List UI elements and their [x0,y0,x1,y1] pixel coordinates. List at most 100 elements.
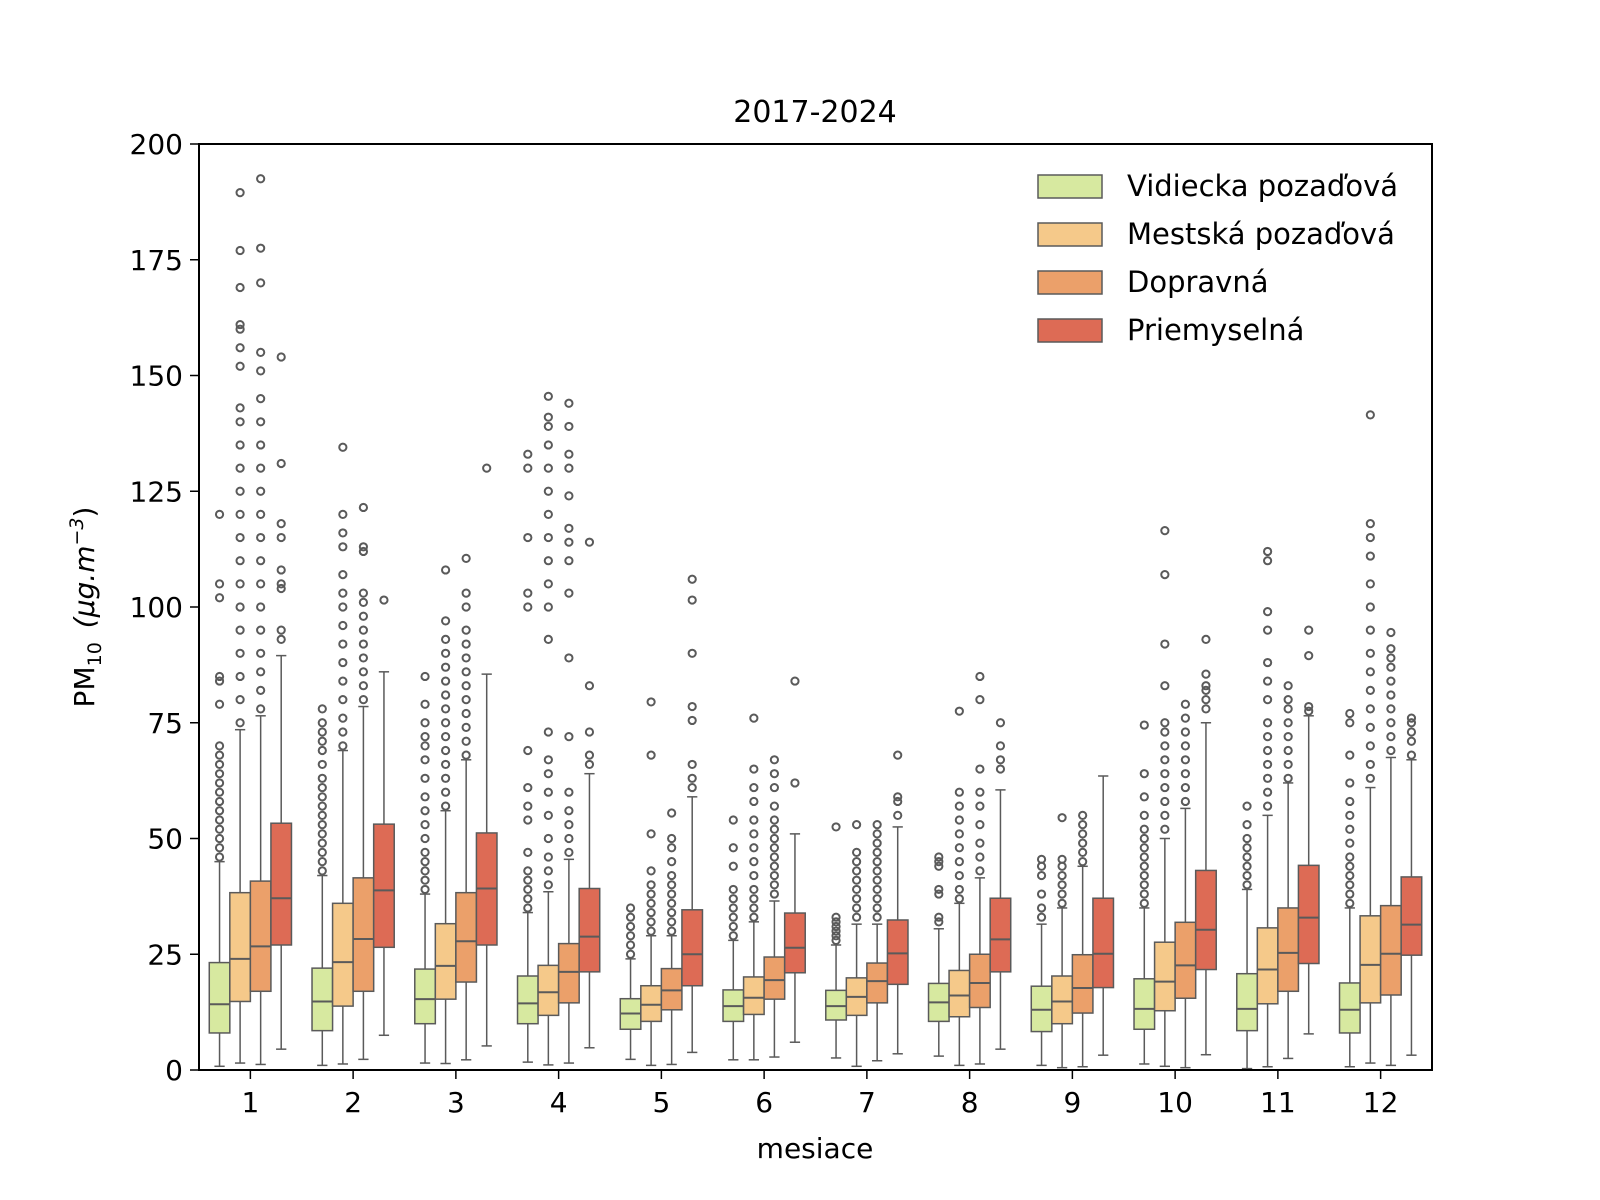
box-month-4-series-4 [578,537,601,1049]
outlier-point [1365,532,1375,543]
box-month-8-series-1 [927,852,950,1057]
y-axis-label-unit-exponent: −3 [66,518,88,546]
outlier-point [420,732,430,742]
outlier-point [1139,861,1149,871]
outlier-point [584,727,595,737]
outlier-point [235,440,245,450]
box-iqr [229,891,252,1003]
y-axis: 0 25 50 75 100 125 150 175 200 [130,128,199,1087]
outlier-point [975,801,985,811]
outlier-point [1386,745,1396,756]
outlier-point [1139,824,1149,834]
box-month-11-series-1 [1236,801,1259,1070]
x-tick-label-1: 1 [241,1086,259,1119]
outlier-point [1283,704,1293,714]
outlier-point [1386,662,1396,672]
outlier-point [543,440,553,450]
box-iqr [1236,972,1259,1032]
box-month-11-series-3 [1277,681,1300,1060]
outlier-point [214,699,225,709]
outlier-point [358,695,368,705]
outlier-point [954,870,964,881]
outlier-point [1160,569,1170,580]
outlier-point [276,352,286,362]
outlier-point [1180,713,1191,723]
outlier-point [646,829,656,839]
outlier-point [831,926,841,936]
y-tick-label-25: 25 [147,938,183,971]
outlier-point [523,903,533,913]
outlier-point [1365,625,1375,635]
outlier-point [1057,813,1067,823]
outlier-point [317,745,327,756]
chart-title: 2017-2024 [733,95,897,130]
outlier-point [543,463,553,473]
outlier-point [1365,685,1375,695]
outlier-point [934,852,944,862]
outlier-point [749,912,759,922]
outlier-point [1345,870,1355,881]
outlier-point [872,820,882,830]
outlier-point [728,843,738,853]
outlier-point [256,685,266,695]
outlier-point [1180,796,1191,807]
outlier-point [1263,607,1273,617]
outlier-point [769,755,780,765]
outlier-point [749,815,759,825]
outlier-point [564,588,574,598]
outlier-point [461,667,471,677]
box-month-3-series-2 [434,565,457,1065]
box-iqr [660,967,683,1011]
plot-marks [208,174,1423,1070]
box-month-10-series-1 [1133,720,1156,1065]
x-tick-label-2: 2 [344,1086,362,1119]
outlier-point [564,833,574,844]
box-iqr [886,919,909,986]
outlier-point [338,509,348,520]
outlier-point [235,625,245,635]
outlier-point [769,782,780,793]
outlier-point [1160,681,1170,691]
outlier-point [214,833,225,844]
outlier-point [995,764,1006,774]
outlier-point [1160,796,1170,807]
outlier-point [564,537,574,547]
outlier-point [420,792,430,802]
box-month-3-series-1 [414,671,437,1064]
outlier-point [954,787,964,797]
outlier-point [872,838,882,848]
outlier-point [420,820,430,830]
outlier-point [317,773,327,783]
outlier-point [543,755,553,765]
outlier-point [934,917,944,927]
outlier-point [256,174,266,184]
outlier-point [214,769,225,779]
outlier-point [872,884,882,895]
box-iqr [1153,941,1176,1012]
outlier-point [995,755,1006,765]
box-iqr [372,823,395,949]
outlier-point [769,824,780,834]
outlier-point [256,486,266,496]
outlier-point [646,917,656,927]
outlier-point [1263,625,1273,635]
y-tick-label-125: 125 [130,475,183,508]
outlier-point [1139,852,1149,862]
outlier-point [1180,769,1191,779]
outlier-point [461,695,471,705]
x-tick-label-10: 10 [1157,1086,1193,1119]
box-iqr [455,891,478,983]
outlier-point [338,741,348,751]
outlier-point [338,588,348,598]
outlier-point [214,778,225,788]
outlier-point [1345,708,1355,719]
outlier-point [523,884,533,895]
outlier-point [379,595,389,605]
outlier-point [317,857,327,867]
outlier-point [420,875,430,885]
outlier-point [1139,810,1149,820]
outlier-point [584,759,595,770]
outlier-point [317,820,327,830]
outlier-point [975,695,985,705]
outlier-point [975,671,985,682]
